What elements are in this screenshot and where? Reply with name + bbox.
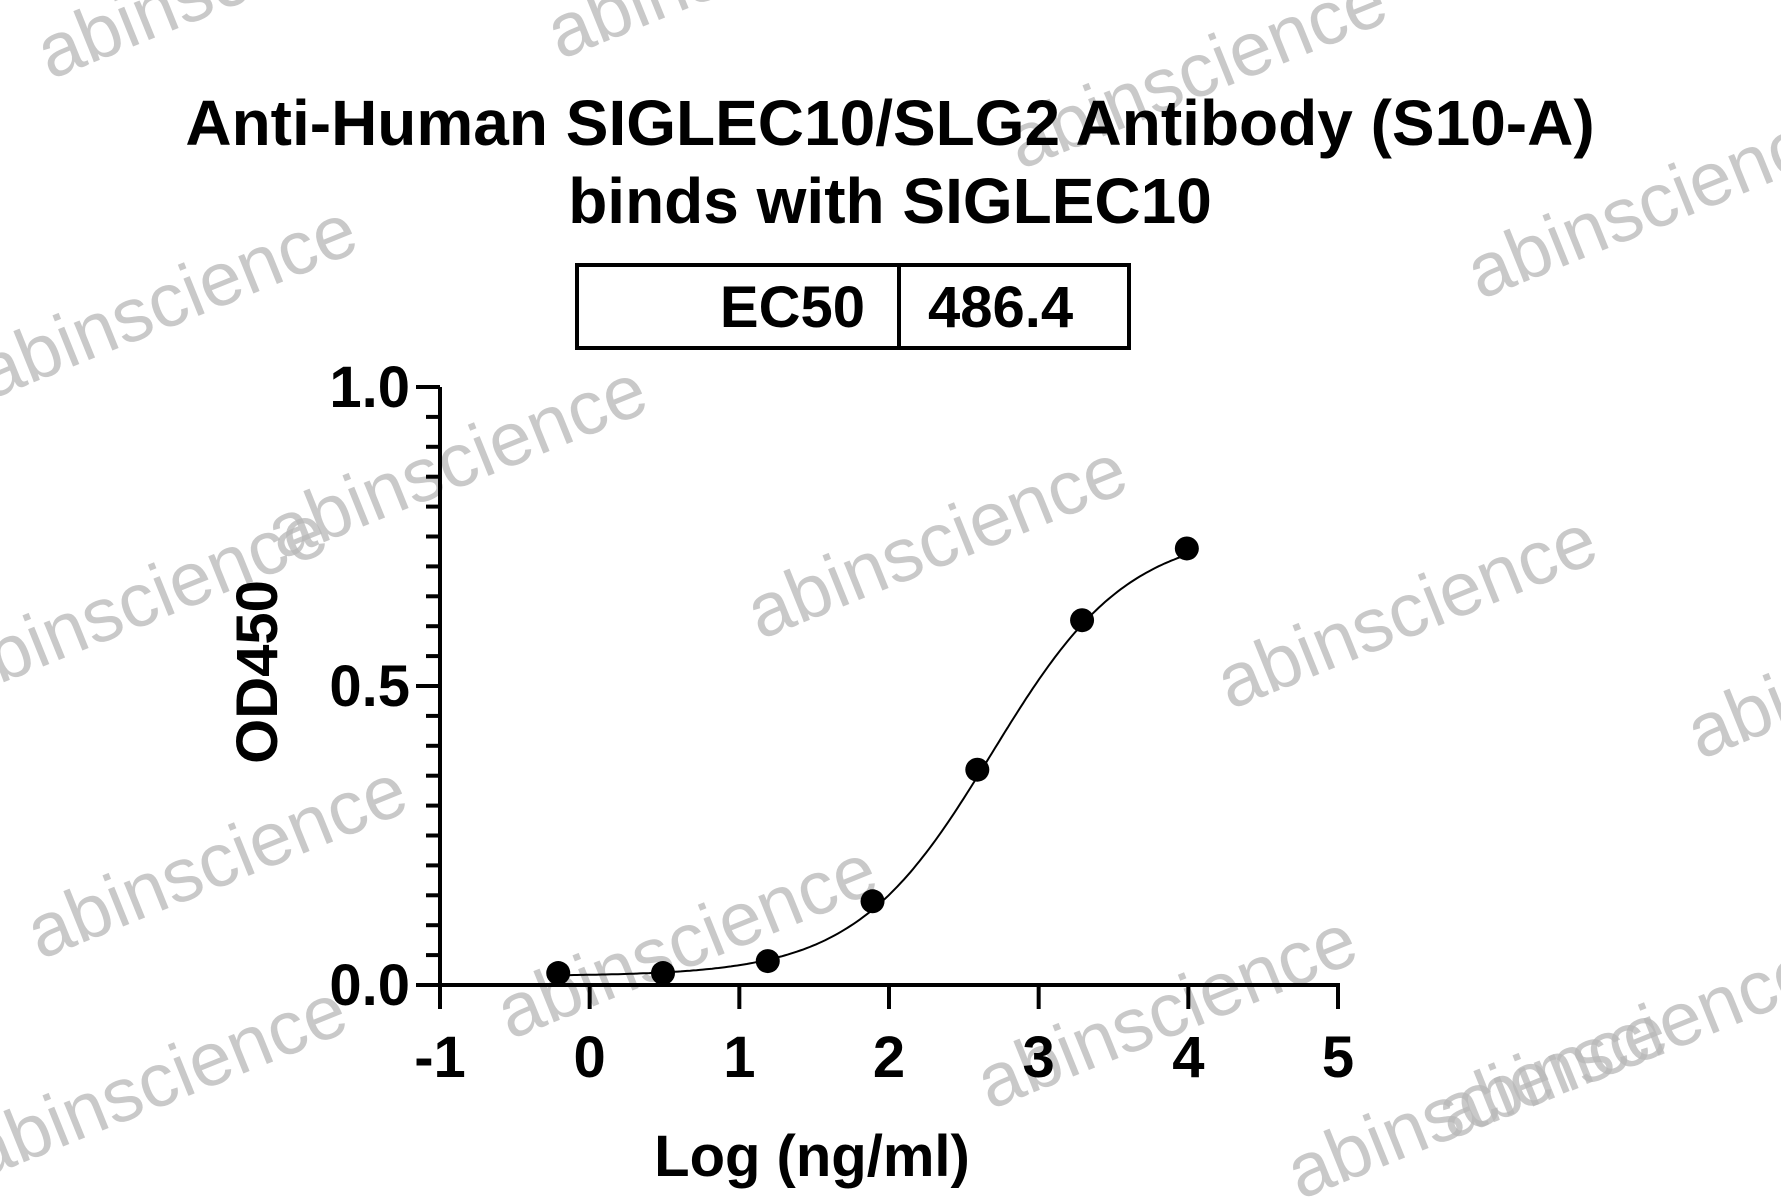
chart-title-line1: Anti-Human SIGLEC10/SLG2 Antibody (S10-A…	[185, 87, 1594, 159]
watermark-text: abinscience	[1675, 547, 1781, 776]
y-tick-label: 0.0	[329, 953, 410, 1018]
watermark-text: abinscience	[1205, 497, 1609, 726]
ec50-table: EC50 486.4	[575, 263, 1131, 350]
watermark-text: abinscience	[965, 897, 1369, 1126]
x-tick-label: 2	[873, 1025, 905, 1090]
x-tick-label: 0	[574, 1025, 606, 1090]
watermark-text: abinscience	[535, 0, 939, 76]
watermark-text: abinscience	[25, 0, 429, 96]
ec50-value: 486.4	[928, 275, 1073, 340]
y-axis-ticks: 0.0 0.5 1.0	[329, 355, 440, 1018]
x-tick-label: 4	[1172, 1025, 1204, 1090]
x-tick-label: -1	[414, 1025, 466, 1090]
data-point	[1070, 608, 1095, 633]
x-tick-label: 3	[1023, 1025, 1055, 1090]
watermark-text: abinscience	[0, 187, 369, 416]
y-axis-title: OD450	[225, 580, 290, 764]
data-point	[1174, 536, 1199, 561]
data-point	[755, 949, 780, 974]
data-point	[965, 757, 990, 782]
x-axis-ticks: -1 0 1 2 3 4 5	[414, 985, 1354, 1090]
data-point	[860, 889, 885, 914]
y-tick-label: 1.0	[329, 355, 410, 420]
data-point	[546, 961, 571, 986]
data-point	[651, 961, 676, 986]
watermark-text: abinscience	[1275, 987, 1679, 1197]
watermark-text: abinscience	[485, 827, 889, 1056]
y-tick-label: 0.5	[329, 654, 410, 719]
x-axis-title: Log (ng/ml)	[654, 1124, 970, 1189]
x-tick-label: 5	[1322, 1025, 1354, 1090]
data-points	[546, 536, 1199, 986]
watermark-text: abinscience	[15, 747, 419, 976]
axes	[438, 387, 1340, 987]
watermark-text: abinscience	[0, 967, 359, 1196]
ec50-table-border	[575, 263, 1131, 350]
ec50-label: EC50	[720, 275, 865, 340]
chart-title-line2: binds with SIGLEC10	[568, 165, 1212, 237]
x-tick-label: 1	[723, 1025, 755, 1090]
